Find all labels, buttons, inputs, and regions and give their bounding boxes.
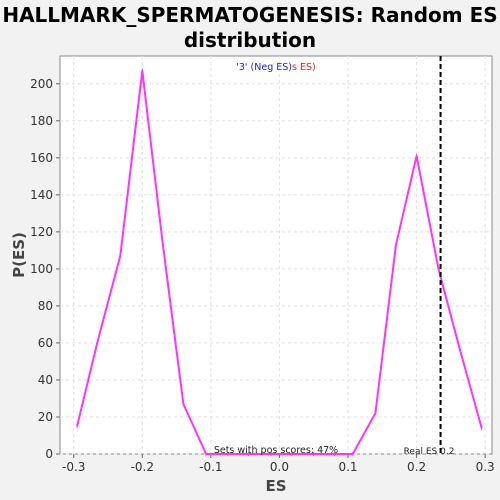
- series-group: [76, 68, 483, 456]
- x-tick-label: -0.2: [131, 460, 154, 474]
- y-tick-label: 100: [30, 262, 53, 276]
- pos-scores-annotation: Sets with pos scores: 47%: [214, 445, 338, 456]
- x-tick-label: 0.1: [338, 460, 357, 474]
- y-tick-label: 120: [30, 225, 53, 239]
- series-line: [76, 69, 483, 455]
- chart-title-line-1: HALLMARK_SPERMATOGENESIS: Random ES: [2, 3, 497, 27]
- y-tick-label: 20: [38, 410, 53, 424]
- x-axis: -0.3 -0.2 -0.1 0.0 0.1 0.2 0.3: [62, 454, 495, 474]
- y-axis-label: P(ES): [10, 232, 28, 278]
- grid-lines: [60, 56, 492, 455]
- legend-text-pos-es: s ES): [292, 62, 316, 73]
- y-tick-label: 0: [45, 447, 53, 461]
- x-tick-label: 0.2: [407, 460, 426, 474]
- y-tick-label: 180: [30, 114, 53, 128]
- x-tick-label: -0.3: [62, 460, 85, 474]
- legend-label: '3' (Neg ES)s ES): [236, 62, 315, 73]
- chart-title-line-2: distribution: [184, 28, 316, 52]
- x-tick-label: 0.0: [270, 460, 289, 474]
- x-tick-label: -0.1: [199, 460, 222, 474]
- y-tick-label: 160: [30, 151, 53, 165]
- plot-area: [59, 55, 493, 455]
- y-tick-label: 80: [38, 299, 53, 313]
- x-tick-label: 0.3: [476, 460, 495, 474]
- real-es-annotation: Real ES 0.2: [404, 447, 455, 457]
- y-axis: 0 20 40 60 80 100 120 140 160 180 200: [30, 77, 60, 461]
- y-tick-label: 140: [30, 188, 53, 202]
- y-tick-label: 60: [38, 336, 53, 350]
- y-tick-label: 200: [30, 77, 53, 91]
- legend-text-neg-es: '3' (Neg ES): [236, 62, 292, 73]
- y-tick-label: 40: [38, 373, 53, 387]
- x-axis-label: ES: [265, 477, 286, 495]
